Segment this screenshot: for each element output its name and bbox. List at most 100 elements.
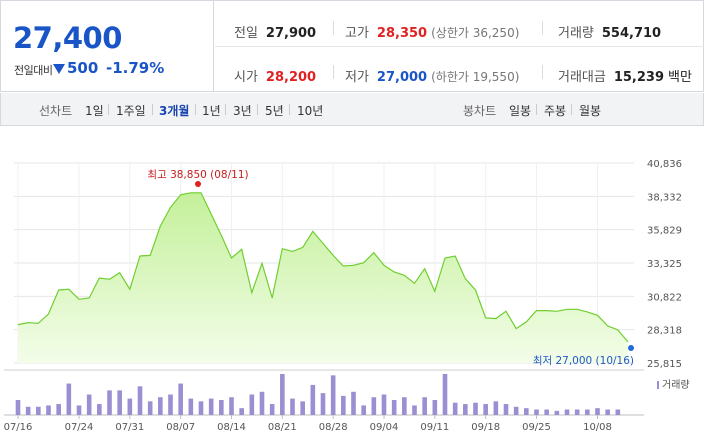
prev-close-value: 27,900	[265, 26, 317, 41]
low-marker	[628, 345, 634, 351]
low-label: 저가	[345, 70, 369, 85]
volume-bar	[239, 408, 244, 415]
volume-bar	[605, 409, 610, 415]
volume-bar	[86, 394, 92, 415]
amount-stat: 거래대금 15,239 백만	[558, 66, 692, 85]
volume-bar	[188, 398, 194, 415]
volume-stat: 거래량 554,710	[558, 22, 661, 41]
volume-bar	[168, 394, 173, 415]
volume-bar	[229, 397, 234, 415]
y-tick-label: 28,318	[647, 326, 682, 337]
price-box: 27,400 전일대비 500 -1.79%	[1, 1, 214, 91]
weekly-candle-button[interactable]: 주봉	[544, 104, 567, 118]
y-tick-label: 35,829	[647, 226, 682, 237]
high-label: 고가	[345, 26, 369, 41]
period-1w-button[interactable]: 1주일	[116, 104, 146, 118]
divider	[257, 104, 258, 115]
volume-bar	[493, 401, 499, 415]
volume-bar	[330, 375, 336, 415]
period-bar: 선차트 1일 1주일 3개월 1년 3년 5년 10년 봉차트 일봉 주봉 월봉	[0, 93, 704, 126]
divider	[333, 65, 334, 79]
volume-bar	[107, 390, 112, 415]
volume-bar	[422, 397, 427, 415]
volume-bar	[15, 399, 21, 415]
prev-close-label: 전일	[234, 26, 258, 41]
y-tick-label: 38,332	[647, 192, 682, 203]
volume-bar	[595, 408, 600, 415]
period-3y-button[interactable]: 3년	[233, 104, 252, 118]
volume-bar	[310, 384, 316, 415]
divider	[195, 104, 196, 115]
divider	[333, 21, 334, 35]
volume-bar	[544, 409, 549, 415]
amount-label: 거래대금	[558, 70, 606, 85]
volume-value: 554,710	[601, 26, 662, 41]
divider	[542, 21, 543, 35]
volume-bar	[412, 405, 417, 415]
volume-bars	[15, 374, 621, 415]
y-tick-label: 40,836	[647, 159, 682, 170]
volume-bar	[158, 397, 163, 415]
open-label: 시가	[234, 70, 258, 85]
volume-bar	[290, 398, 295, 415]
volume-bar	[341, 395, 346, 415]
change-value: 500	[67, 59, 99, 77]
period-1y-button[interactable]: 1년	[202, 104, 221, 118]
volume-bar	[178, 383, 183, 415]
volume-bar	[249, 394, 255, 415]
volume-bar	[554, 410, 560, 415]
volume-legend: 거래량	[662, 379, 690, 391]
volume-bar	[25, 406, 31, 415]
volume-bar	[524, 408, 529, 415]
monthly-candle-button[interactable]: 월봉	[579, 104, 602, 118]
high-annotation: 최고 38,850 (08/11)	[147, 169, 248, 181]
high-value: 28,350	[376, 26, 428, 41]
volume-legend-swatch	[657, 381, 659, 389]
high-marker	[195, 181, 201, 187]
volume-bar	[280, 374, 285, 415]
divider	[542, 65, 543, 79]
volume-bar	[513, 406, 519, 415]
down-triangle-icon	[53, 64, 65, 74]
lower-limit-text: (하한가 19,550)	[431, 70, 520, 84]
volume-bar	[76, 405, 82, 415]
daily-candle-button[interactable]: 일봉	[509, 104, 532, 118]
volume-bar	[351, 391, 356, 415]
x-tick-label: 08/28	[319, 422, 348, 433]
open-value: 28,200	[265, 70, 317, 85]
volume-bar	[147, 401, 153, 415]
current-price: 27,400	[13, 21, 122, 55]
amount-unit: 백만	[668, 70, 692, 85]
volume-bar	[574, 409, 580, 415]
x-tick-label: 07/31	[115, 422, 144, 433]
volume-bar	[46, 405, 51, 415]
volume-bar	[442, 374, 448, 415]
x-tick-label: 10/08	[583, 422, 612, 433]
volume-bar	[585, 409, 590, 415]
volume-bar	[463, 404, 468, 415]
volume-bar	[503, 404, 509, 415]
period-5y-button[interactable]: 5년	[265, 104, 284, 118]
period-10y-button[interactable]: 10년	[297, 104, 324, 118]
period-3m-button[interactable]: 3개월	[159, 104, 190, 118]
x-tick-label: 08/07	[166, 422, 195, 433]
x-tick-label: 07/24	[65, 422, 94, 433]
divider	[225, 104, 226, 115]
period-1d-button[interactable]: 1일	[85, 104, 104, 118]
volume-bar	[269, 404, 275, 415]
candle-chart-label: 봉차트	[463, 104, 497, 118]
x-tick-label: 07/16	[4, 422, 33, 433]
volume-bar	[198, 401, 204, 415]
x-tick-label: 08/21	[268, 422, 297, 433]
divider	[536, 104, 537, 115]
volume-bar	[615, 409, 621, 415]
volume-bar	[534, 409, 539, 415]
y-axis-labels: 40,836 38,332 35,829 33,325 30,822 28,318 25,8…	[647, 159, 682, 370]
volume-bar	[432, 399, 438, 415]
x-tick-label: 09/04	[370, 422, 399, 433]
volume-bar	[381, 394, 387, 415]
volume-bar	[300, 401, 305, 415]
price-chart: 40,836 38,332 35,829 33,325 30,822 28,318 25,8…	[4, 159, 690, 433]
volume-bar	[361, 405, 366, 415]
volume-bar	[117, 390, 122, 415]
